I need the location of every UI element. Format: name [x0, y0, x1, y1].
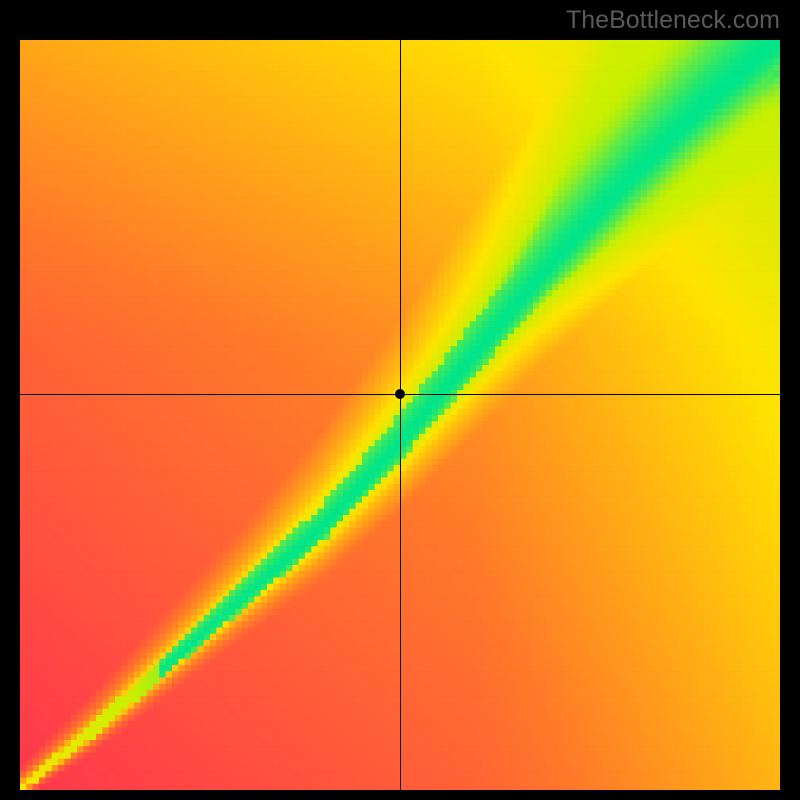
crosshair-vertical — [400, 40, 401, 790]
chart-container: TheBottleneck.com — [0, 0, 800, 800]
plot-area — [20, 40, 780, 790]
watermark-text: TheBottleneck.com — [566, 6, 780, 35]
data-point-marker — [395, 389, 405, 399]
